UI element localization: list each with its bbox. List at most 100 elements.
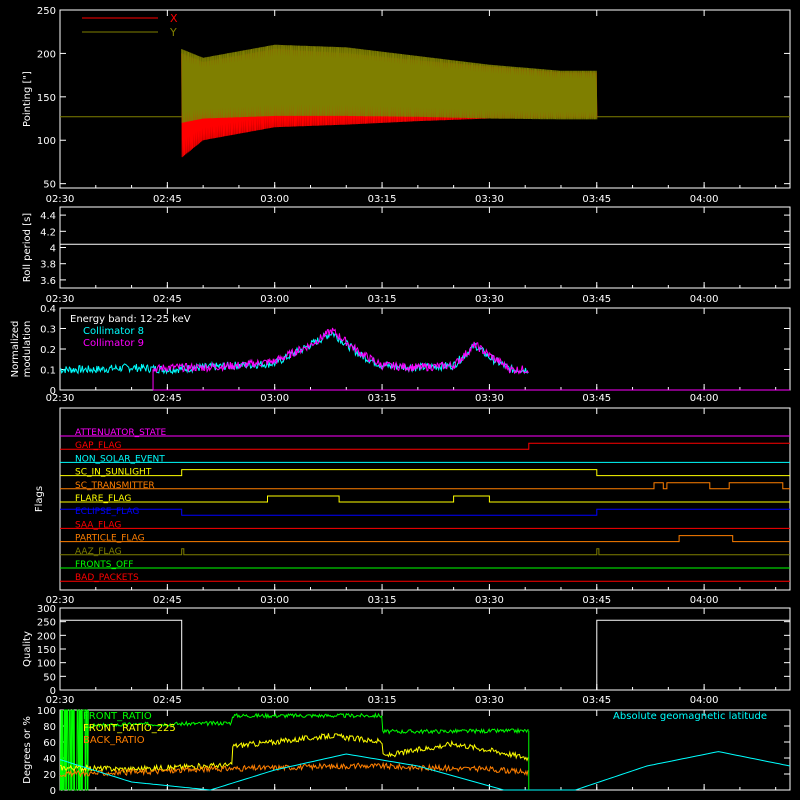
modulation-series-2 — [152, 327, 529, 375]
modulation-xtick-label: 03:15 — [368, 393, 397, 404]
degrees-legend-2: FRONT_RATIO_225 — [83, 723, 176, 734]
modulation-ytick-label: 0.2 — [40, 345, 56, 356]
modulation-ylabel-line2: modulation — [22, 321, 33, 378]
legend-label-y: Y — [169, 26, 177, 39]
roll-period-ytick-label: 3.8 — [40, 260, 56, 271]
quality-ytick-label: 300 — [37, 604, 56, 615]
degrees-legend-1: FRONT_RATIO — [83, 711, 152, 722]
pointing-ytick-label: 100 — [37, 136, 56, 147]
flag-label-aaz-flag: AAZ_FLAG — [75, 547, 122, 557]
modulation-legend-1: Collimator 8 — [83, 326, 144, 337]
roll-period-xtick-label: 03:45 — [582, 294, 611, 305]
degrees-series-3 — [59, 761, 529, 778]
flags-xtick-label: 03:15 — [368, 595, 397, 606]
quality-xtick-label: 03:15 — [368, 695, 397, 706]
pointing-xtick-label: 03:45 — [582, 194, 611, 205]
roll-period-ytick-label: 4.2 — [40, 227, 56, 238]
flag-line-aaz-flag — [60, 548, 790, 556]
flags-xtick-label: 03:45 — [582, 595, 611, 606]
pointing-ytick-label: 50 — [43, 180, 56, 191]
roll-period-xtick-label: 03:15 — [368, 294, 397, 305]
flag-label-non-solar-event: NON_SOLAR_EVENT — [75, 454, 165, 464]
pointing-xtick-label: 04:00 — [690, 194, 719, 205]
pointing-frame — [59, 9, 791, 189]
flags-xtick-label: 03:30 — [475, 595, 504, 606]
flag-label-gap-flag: GAP_FLAG — [75, 441, 121, 451]
quality-ytick-label: 50 — [43, 672, 56, 683]
roll-period-xtick-label: 03:00 — [260, 294, 289, 305]
roll-period-xtick-label: 03:30 — [475, 294, 504, 305]
roll-period-xtick-label: 02:30 — [46, 294, 75, 305]
modulation-xtick-label: 02:30 — [46, 393, 75, 404]
pointing-xtick-label: 03:15 — [368, 194, 397, 205]
quality-ytick-label: 100 — [37, 659, 56, 670]
flag-label-attenuator-state: ATTENUATOR_STATE — [75, 428, 167, 438]
modulation-ylabel-line1: Normalized — [10, 321, 21, 378]
degrees-ytick-label: 60 — [43, 738, 56, 749]
flag-label-fronts-off: FRONTS_OFF — [75, 560, 133, 570]
quality-xtick-label: 04:00 — [690, 695, 719, 706]
quality-xtick-label: 03:00 — [260, 695, 289, 706]
roll-period-ytick-label: 4.4 — [40, 211, 56, 222]
flags-xtick-label: 04:00 — [690, 595, 719, 606]
quality-ytick-label: 200 — [37, 631, 56, 642]
roll-period-ytick-label: 4 — [50, 244, 56, 255]
flag-line-particle-flag — [60, 535, 790, 543]
legend-label-x: X — [170, 12, 178, 25]
pointing-ytick-label: 250 — [37, 6, 56, 17]
flag-label-flare-flag: FLARE_FLAG — [75, 494, 131, 504]
front-ratio-noise-series — [59, 709, 89, 791]
degrees-ytick-label: 100 — [37, 706, 56, 717]
flag-label-particle-flag: PARTICLE_FLAG — [75, 534, 145, 544]
roll-period-xtick-label: 02:45 — [153, 294, 182, 305]
flag-line-flare-flag — [60, 495, 790, 503]
degrees-legend-3: BACK_RATIO — [83, 735, 145, 746]
flags-frame — [59, 407, 791, 591]
modulation-ytick-label: 0.3 — [40, 325, 56, 336]
flag-line-gap-flag — [60, 442, 790, 450]
flags-ylabel: Flags — [34, 486, 45, 512]
flag-line-sc-in-sunlight — [60, 469, 790, 477]
modulation-ytick-label: 0 — [50, 386, 56, 397]
pointing-xtick-label: 02:30 — [46, 194, 75, 205]
degrees-ylabel: Degrees or % — [22, 716, 33, 784]
flags-xtick-label: 02:45 — [153, 595, 182, 606]
quality-xtick-label: 03:30 — [475, 695, 504, 706]
degrees-ytick-label: 80 — [43, 722, 56, 733]
quality-xtick-label: 03:45 — [582, 695, 611, 706]
energy-band-label: Energy band: 12-25 keV — [70, 314, 191, 325]
roll-period-xtick-label: 04:00 — [690, 294, 719, 305]
modulation-xtick-label: 04:00 — [690, 393, 719, 404]
flags-xtick-label: 02:30 — [46, 595, 75, 606]
quality-ytick-label: 0 — [50, 686, 56, 697]
degrees-series-4 — [59, 751, 791, 791]
quality-ytick-label: 150 — [37, 645, 56, 656]
quality-xtick-label: 02:45 — [153, 695, 182, 706]
modulation-ytick-label: 0.4 — [40, 304, 56, 315]
modulation-xtick-label: 03:45 — [582, 393, 611, 404]
quality-ytick-label: 250 — [37, 618, 56, 629]
flag-label-saa-flag: SAA_FLAG — [75, 520, 121, 530]
modulation-xtick-label: 03:00 — [260, 393, 289, 404]
geomagnetic-latitude-label: Absolute geomagnetic latitude — [613, 711, 767, 722]
flag-label-eclipse-flag: ECLIPSE_FLAG — [75, 507, 139, 517]
quality-xtick-label: 02:30 — [46, 695, 75, 706]
pointing-xtick-label: 02:45 — [153, 194, 182, 205]
flag-label-sc-in-sunlight: SC_IN_SUNLIGHT — [75, 468, 152, 478]
flags-xtick-label: 03:00 — [260, 595, 289, 606]
pointing-ylabel: Pointing ["] — [22, 71, 33, 127]
degrees-ytick-label: 20 — [43, 770, 56, 781]
degrees-series-1 — [88, 712, 529, 735]
flag-line-eclipse-flag — [60, 508, 790, 516]
flag-line-sc-transmitter — [60, 482, 790, 490]
flag-label-sc-transmitter: SC_TRANSMITTER — [75, 481, 155, 491]
pointing-ytick-label: 200 — [37, 49, 56, 60]
modulation-legend-2: Collimator 9 — [83, 338, 144, 349]
roll-period-ylabel: Roll period [s] — [22, 213, 33, 282]
modulation-xtick-label: 03:30 — [475, 393, 504, 404]
degrees-ytick-label: 0 — [50, 786, 56, 797]
degrees-frame — [59, 709, 791, 791]
degrees-ytick-label: 40 — [43, 754, 56, 765]
flag-label-bad-packets: BAD_PACKETS — [75, 573, 139, 583]
